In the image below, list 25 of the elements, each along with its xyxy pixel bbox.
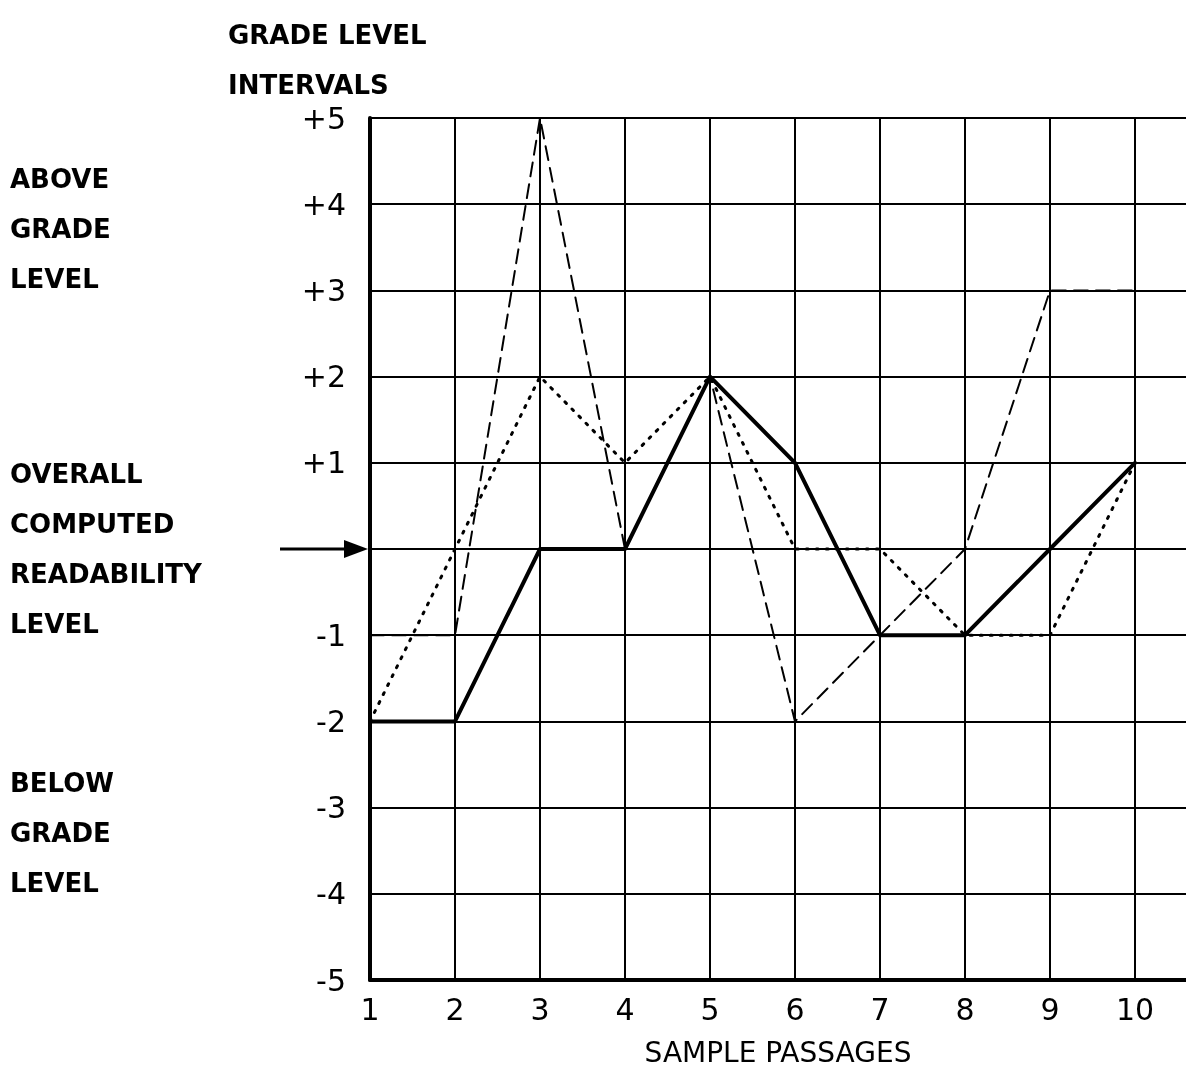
y-tick-label: -2 [316, 703, 346, 739]
y-tick-label: -3 [316, 790, 346, 826]
text: BELOW GRADE LEVEL [10, 767, 114, 898]
x-tick-label: 5 [700, 991, 720, 1027]
y-tick-label: -1 [316, 617, 346, 653]
y-tick-label: +2 [301, 359, 346, 395]
y-tick-label: +5 [301, 100, 346, 136]
y-tick-label: +4 [301, 186, 346, 222]
x-tick-label: 8 [955, 991, 975, 1027]
y-tick-label: -5 [316, 962, 346, 998]
ref-line-label: OVERALL COMPUTED READABILITY LEVEL [10, 459, 204, 639]
x-tick-label: 4 [615, 991, 635, 1027]
y-tick-label: -4 [316, 876, 346, 912]
y-axis-title: GRADE LEVEL INTERVALS [228, 20, 427, 100]
x-tick-label: 1 [360, 991, 380, 1027]
x-tick-label: 6 [785, 991, 805, 1027]
x-axis-title: SAMPLE PASSAGES [644, 1035, 912, 1069]
x-tick-label: 10 [1115, 991, 1155, 1027]
y-tick-label: +3 [301, 272, 346, 308]
text: ABOVE GRADE LEVEL [10, 164, 111, 295]
x-tick-label: 9 [1040, 991, 1060, 1027]
x-tick-label: 7 [870, 991, 890, 1027]
x-tick-label: 3 [530, 991, 550, 1027]
y-tick-label: +1 [301, 445, 346, 481]
x-tick-label: 2 [445, 991, 465, 1027]
